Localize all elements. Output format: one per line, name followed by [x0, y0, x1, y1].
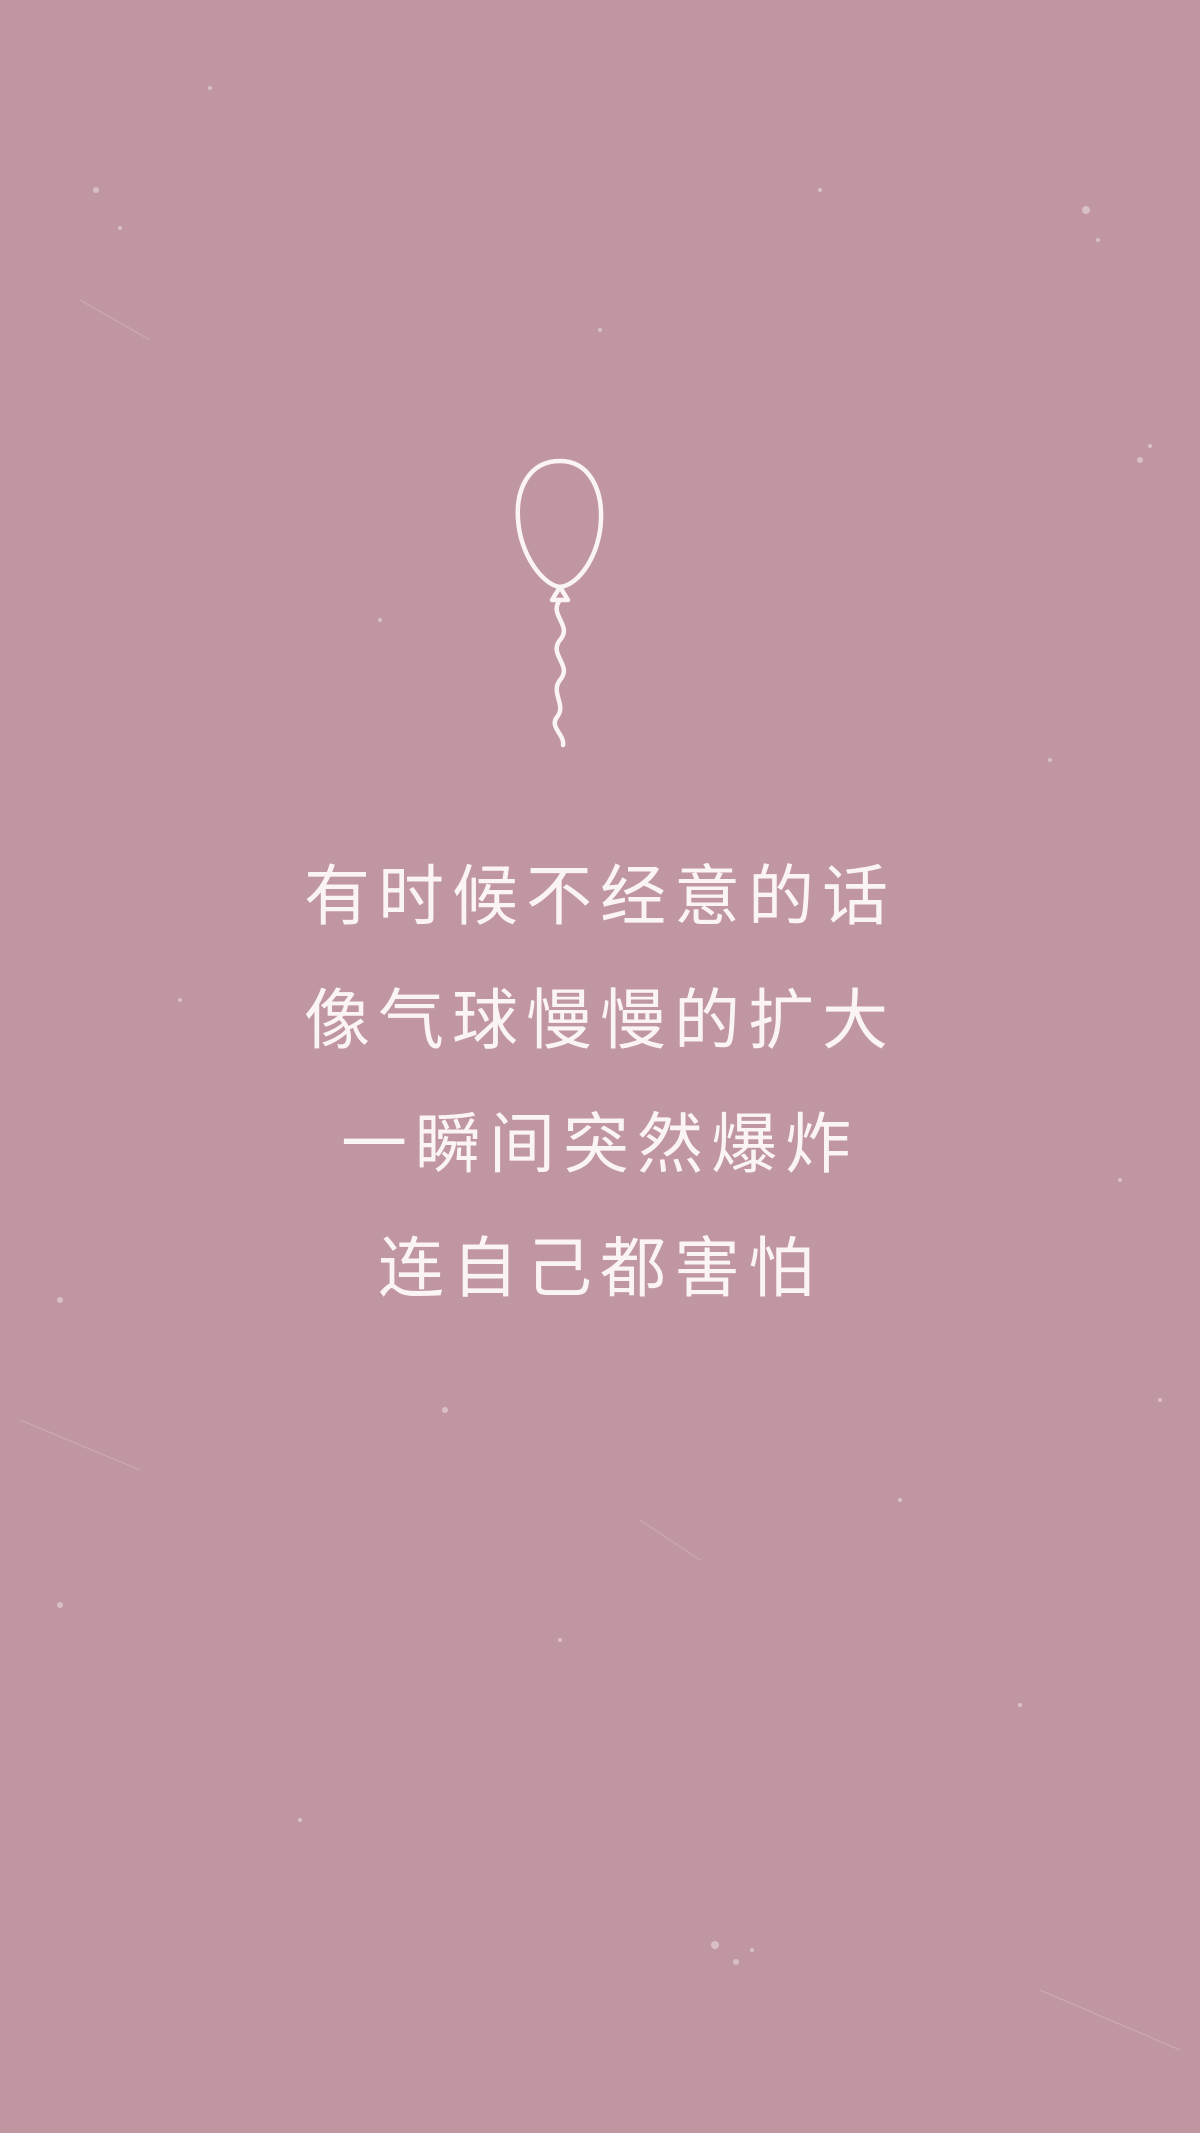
poem-line-1: 有时候不经意的话	[304, 858, 896, 935]
poem-line-4: 连自己都害怕	[378, 1230, 822, 1307]
balloon-icon	[515, 458, 604, 748]
poem: 有时候不经意的话 像气球慢慢的扩大 一瞬间突然爆炸 连自己都害怕	[0, 835, 1200, 1331]
poem-line-3: 一瞬间突然爆炸	[341, 1106, 859, 1183]
poem-line-2: 像气球慢慢的扩大	[304, 982, 896, 1059]
